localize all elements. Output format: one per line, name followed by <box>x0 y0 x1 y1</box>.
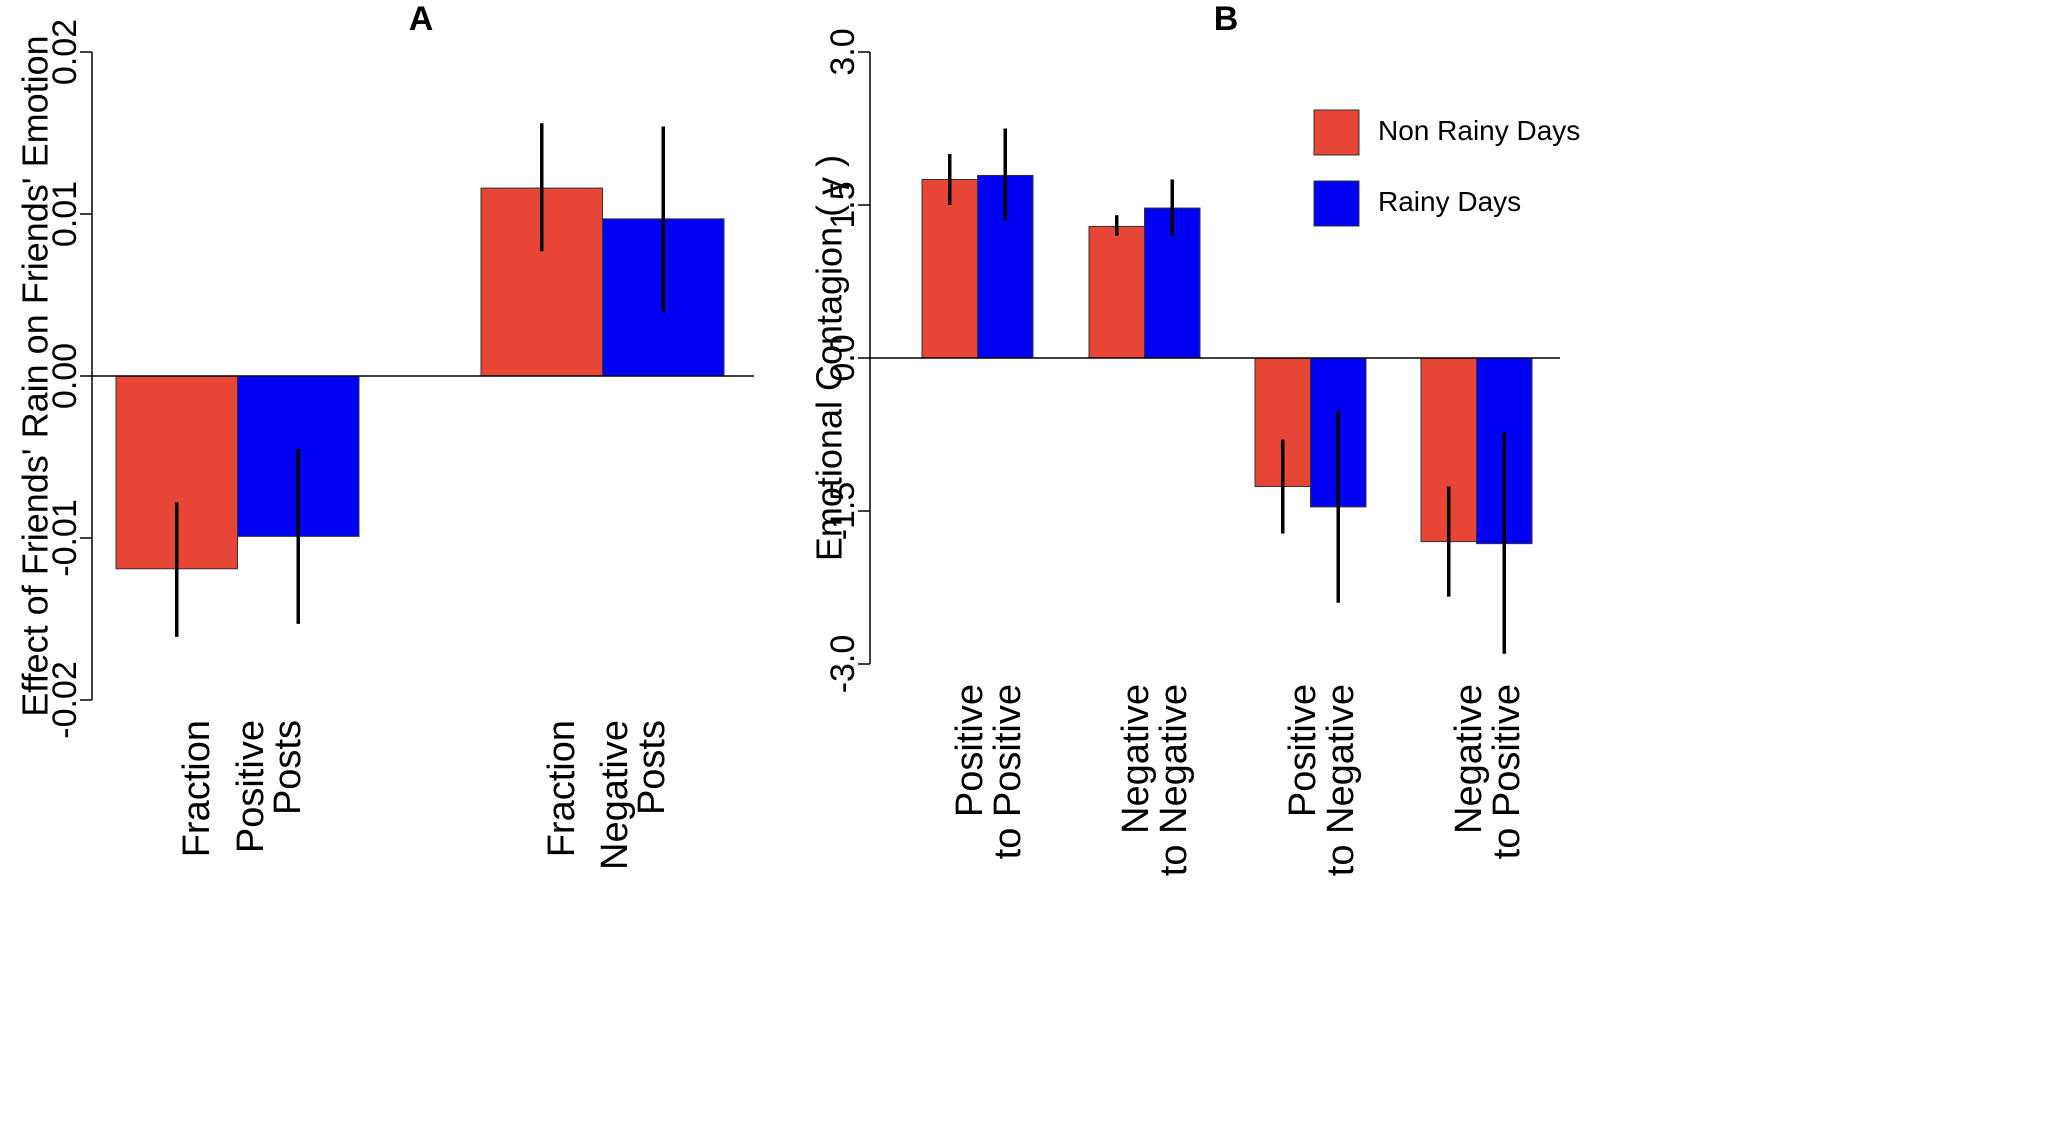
bar-non-rainy <box>1088 225 1145 359</box>
category-label: Positive <box>1282 684 1324 817</box>
y-axis-label: Emotional Contagion ( γ ) <box>809 155 850 561</box>
category-label: Posts <box>631 720 673 815</box>
category-label: Posts <box>267 720 309 815</box>
y-tick-label: 0.00 <box>46 343 84 409</box>
category-label: to Negative <box>1153 684 1195 876</box>
y-tick-label: -0.02 <box>46 661 84 739</box>
category-label: to Positive <box>1486 684 1528 859</box>
category-label: Positive <box>949 684 991 817</box>
y-tick-label: 1.5 <box>824 181 862 228</box>
panel-b: B -3.0 -1.5 0.0 1.5 3.0 Emotional Contagion ( … <box>809 0 1560 876</box>
category-label: Negative <box>1115 684 1157 834</box>
bar-non-rainy <box>921 179 978 359</box>
category-label: Positive <box>230 720 272 853</box>
legend-label: Rainy Days <box>1378 186 1521 217</box>
category-label: to Positive <box>987 684 1029 859</box>
y-tick-label: -3.0 <box>824 635 862 694</box>
category-label: Negative <box>1448 684 1490 834</box>
y-tick-label: 3.0 <box>824 28 862 75</box>
y-axis-label: Effect of Friends' Rain on Friends' Emot… <box>15 35 56 716</box>
y-tick-label: 0.0 <box>824 334 862 381</box>
y-tick-label: 0.01 <box>46 181 84 247</box>
bar-non-rainy <box>1420 357 1477 543</box>
category-label: Fraction <box>176 720 218 857</box>
category-label: Fraction <box>541 720 583 857</box>
legend-label: Non Rainy Days <box>1378 115 1580 146</box>
panel-title: B <box>1214 0 1239 38</box>
panel-title: A <box>409 0 434 38</box>
y-tick-label: 0.02 <box>46 19 84 85</box>
category-label: Negative <box>594 720 636 870</box>
legend: Non Rainy Days Rainy Days <box>1313 109 1580 227</box>
legend-swatch <box>1313 109 1360 156</box>
legend-swatch <box>1313 180 1360 227</box>
category-label: to Negative <box>1320 684 1362 876</box>
y-tick-label: -1.5 <box>824 482 862 541</box>
y-tick-label: -0.01 <box>46 499 84 577</box>
